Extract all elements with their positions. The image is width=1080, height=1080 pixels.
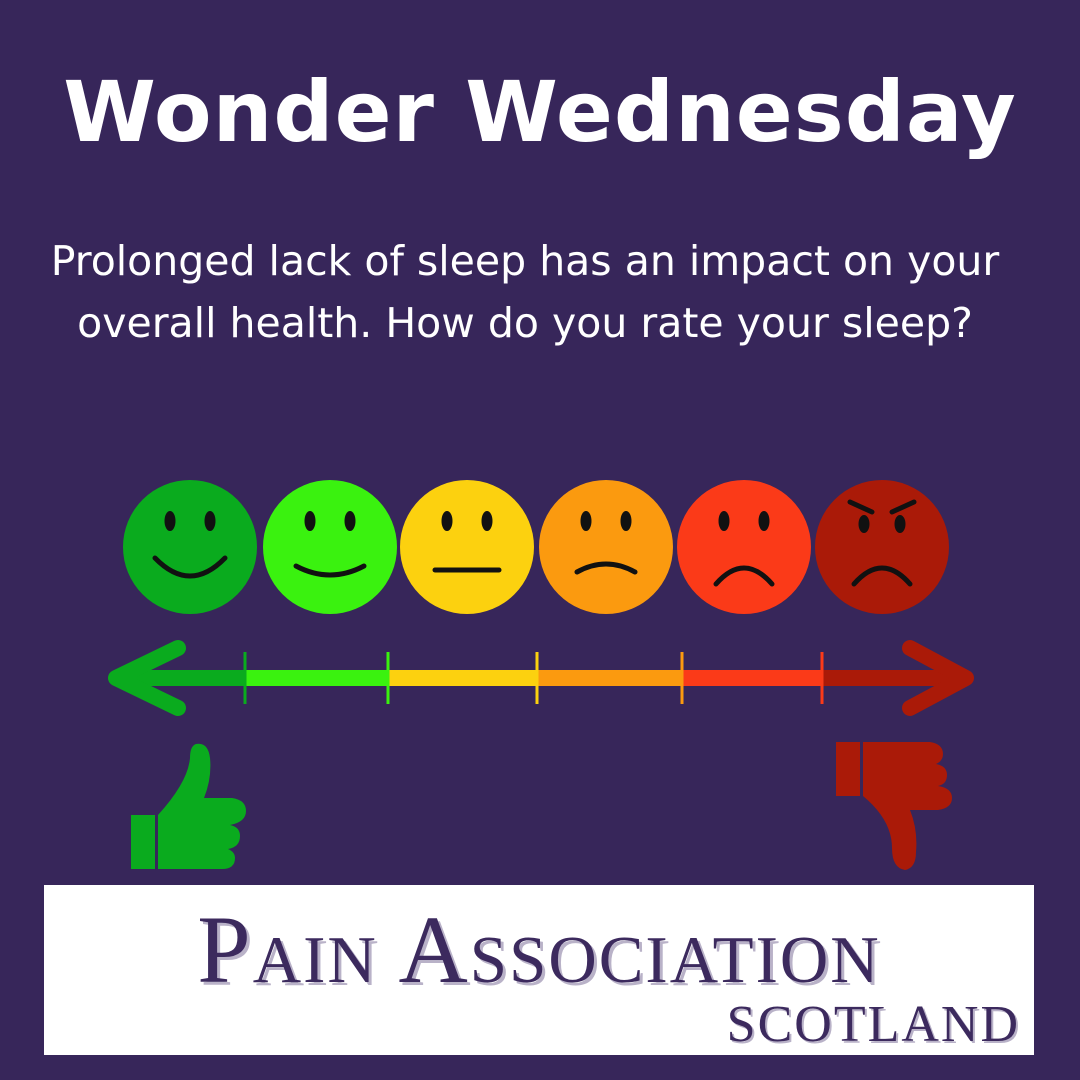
page-title: Wonder Wednesday (63, 63, 1017, 161)
thumbs-up-icon (131, 743, 246, 869)
logo-main-text: Pain Association (197, 896, 881, 1003)
thumbs-down-icon (836, 742, 952, 870)
question-text: Prolonged lack of sleep has an impact on… (50, 237, 1000, 347)
frown-face-icon (677, 480, 811, 614)
smile-face-icon (263, 480, 397, 614)
big-smile-face-icon (123, 480, 257, 614)
logo-sub-text: Scotland (726, 996, 1020, 1053)
rating-scale (108, 480, 974, 870)
slight-frown-face-icon (539, 480, 673, 614)
scale-arrow (108, 640, 974, 716)
angry-face-icon (815, 480, 949, 614)
pain-association-scotland-logo: Pain Association Scotland (44, 885, 1034, 1055)
neutral-face-icon (400, 480, 534, 614)
